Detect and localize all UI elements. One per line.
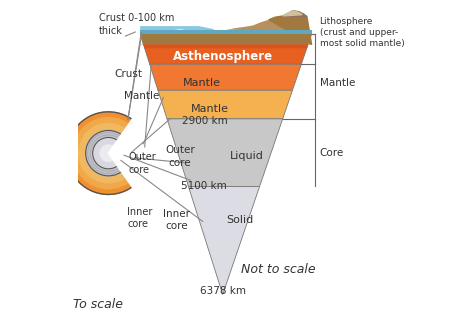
Polygon shape [189, 187, 260, 294]
Polygon shape [140, 34, 311, 45]
Circle shape [79, 123, 138, 183]
Polygon shape [269, 11, 311, 45]
Text: Inner
core: Inner core [163, 209, 190, 231]
Text: Mantle: Mantle [319, 78, 355, 88]
Text: Mantle: Mantle [124, 91, 160, 101]
Text: Outer
core: Outer core [128, 152, 156, 175]
Text: Outer
core: Outer core [165, 145, 195, 167]
Text: Lithosphere
(crust and upper-
most solid mantle): Lithosphere (crust and upper- most solid… [319, 17, 404, 48]
Polygon shape [140, 34, 311, 45]
Polygon shape [224, 30, 243, 34]
Text: Crust: Crust [115, 69, 143, 79]
Text: 2900 km: 2900 km [182, 116, 228, 126]
Text: Asthenosphere: Asthenosphere [173, 50, 273, 63]
Polygon shape [158, 90, 292, 119]
Text: Solid: Solid [227, 215, 254, 225]
Circle shape [73, 118, 144, 189]
Wedge shape [109, 119, 150, 188]
Text: Not to scale: Not to scale [241, 263, 316, 276]
Text: 5100 km: 5100 km [181, 182, 227, 191]
Circle shape [86, 130, 131, 176]
Polygon shape [140, 14, 311, 45]
Polygon shape [140, 30, 311, 34]
Polygon shape [150, 64, 301, 90]
Circle shape [93, 137, 124, 169]
Polygon shape [144, 45, 308, 64]
Text: To scale: To scale [73, 298, 123, 310]
Text: Mantle: Mantle [183, 78, 221, 88]
Text: Core: Core [319, 148, 344, 158]
Polygon shape [144, 45, 308, 48]
Text: Inner
core: Inner core [128, 207, 153, 229]
Text: Liquid: Liquid [229, 151, 264, 161]
Circle shape [67, 112, 150, 195]
Polygon shape [167, 119, 283, 187]
Polygon shape [140, 26, 215, 34]
Text: Crust 0-100 km
thick: Crust 0-100 km thick [99, 13, 174, 36]
Polygon shape [283, 11, 307, 17]
Polygon shape [283, 11, 302, 16]
Circle shape [100, 145, 117, 161]
Text: Mantle: Mantle [191, 104, 229, 114]
Text: 6378 km: 6378 km [200, 286, 246, 296]
